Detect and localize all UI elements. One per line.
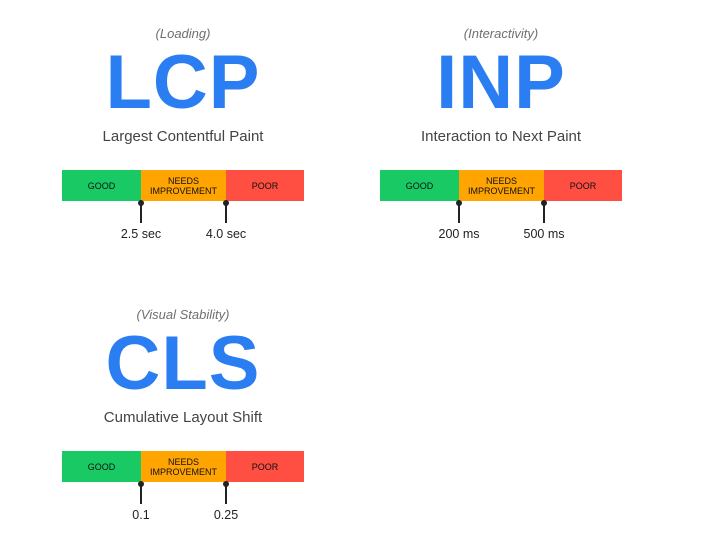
band-good: GOOD [380, 170, 459, 201]
band-poor: POOR [544, 170, 622, 201]
band-needs-improvement-label: NEEDS IMPROVEMENT [467, 175, 535, 196]
band-poor: POOR [226, 170, 304, 201]
threshold-label-good: 200 ms [438, 227, 480, 241]
metric-category: (Visual Stability) [136, 307, 230, 322]
metric-acronym: LCP [105, 40, 261, 125]
metric-full-name: Largest Contentful Paint [102, 128, 264, 145]
threshold-marker-good [454, 198, 464, 224]
band-needs-improvement-label: NEEDS IMPROVEMENT [149, 456, 217, 477]
band-poor: POOR [226, 451, 304, 482]
threshold-bar: GOOD NEEDS IMPROVEMENT POOR [380, 170, 622, 201]
threshold-label-good: 2.5 sec [120, 227, 162, 241]
threshold-marker-good [136, 479, 146, 505]
threshold-label-good: 0.1 [132, 508, 150, 522]
band-needs-improvement: NEEDS IMPROVEMENT [141, 170, 226, 201]
band-needs-improvement: NEEDS IMPROVEMENT [141, 451, 226, 482]
threshold-label-poor: 500 ms [523, 227, 565, 241]
metric-inp: (Interactivity) INP Interaction to Next … [380, 24, 622, 248]
threshold-marker-poor [221, 479, 231, 505]
metric-category: (Loading) [155, 26, 211, 41]
metric-cls: (Visual Stability) CLS Cumulative Layout… [62, 305, 304, 529]
band-good: GOOD [62, 451, 141, 482]
threshold-label-poor: 0.25 [213, 508, 239, 522]
threshold-bar: GOOD NEEDS IMPROVEMENT POOR [62, 451, 304, 482]
metric-full-name: Interaction to Next Paint [420, 128, 582, 145]
threshold-marker-poor [221, 198, 231, 224]
band-needs-improvement-label: NEEDS IMPROVEMENT [149, 175, 217, 196]
threshold-bar: GOOD NEEDS IMPROVEMENT POOR [62, 170, 304, 201]
threshold-label-poor: 4.0 sec [205, 227, 247, 241]
band-good: GOOD [62, 170, 141, 201]
threshold-marker-poor [539, 198, 549, 224]
metric-acronym: CLS [105, 321, 261, 406]
metric-acronym: INP [436, 40, 566, 125]
metric-full-name: Cumulative Layout Shift [103, 409, 263, 426]
threshold-marker-good [136, 198, 146, 224]
band-needs-improvement: NEEDS IMPROVEMENT [459, 170, 544, 201]
metric-lcp: (Loading) LCP Largest Contentful Paint G… [62, 24, 304, 248]
metric-category: (Interactivity) [463, 26, 539, 41]
